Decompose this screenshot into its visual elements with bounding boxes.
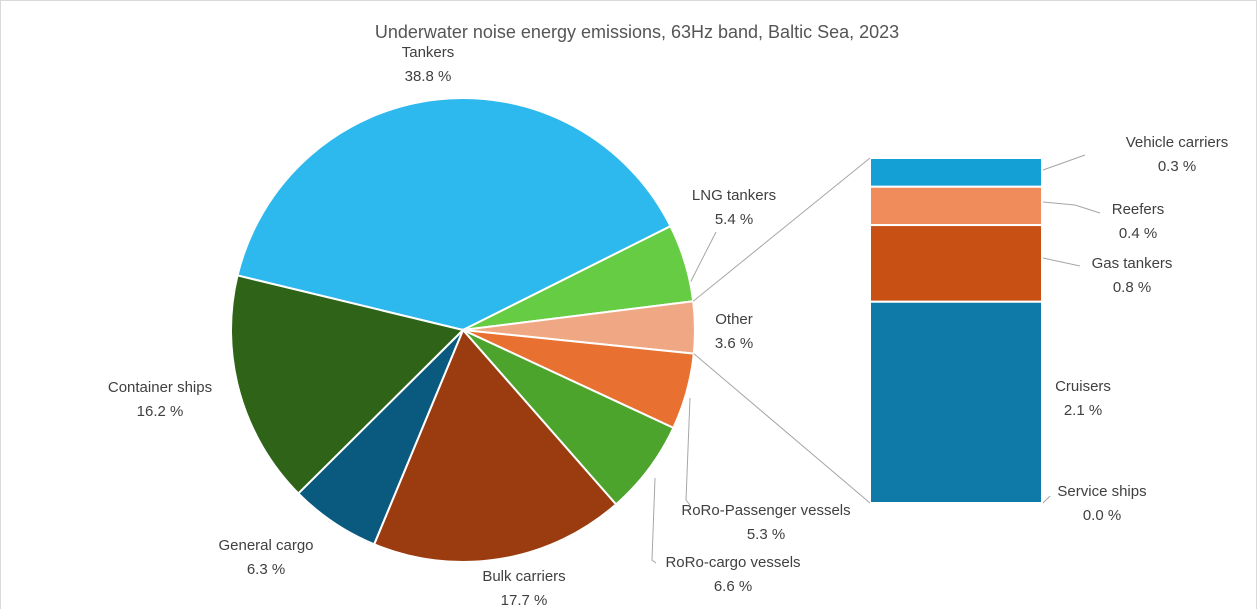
leader-line [1042, 257, 1081, 267]
breakdown-label: Reefers [1112, 201, 1165, 218]
breakdown-segment [869, 185, 1043, 227]
slice-value-label: 38.8 % [405, 68, 452, 85]
slice-label: General cargo [218, 537, 313, 554]
breakdown-value-label: 0.3 % [1158, 158, 1196, 175]
slice-value-label: 17.7 % [501, 592, 548, 609]
slice-label: Other [715, 311, 753, 328]
breakdown-segment [869, 502, 1043, 506]
breakdown-label: Service ships [1057, 483, 1146, 500]
leader-line [689, 231, 717, 284]
breakdown-label: Cruisers [1055, 378, 1111, 395]
slice-value-label: 6.3 % [247, 561, 285, 578]
breakdown-value-label: 2.1 % [1064, 402, 1102, 419]
leader-line [685, 397, 691, 506]
breakdown-segment [869, 224, 1043, 303]
breakdown-segment [869, 157, 1043, 188]
chart-title: Underwater noise energy emissions, 63Hz … [375, 22, 899, 42]
slice-label: LNG tankers [692, 187, 776, 204]
slice-value-label: 5.3 % [747, 526, 785, 543]
pie-slice [236, 97, 672, 332]
slice-value-label: 5.4 % [715, 211, 753, 228]
pie-slice [372, 328, 618, 563]
slice-label: Container ships [108, 379, 212, 396]
slice-label: Tankers [402, 44, 455, 61]
connector-line [693, 353, 871, 504]
slice-value-label: 16.2 % [137, 403, 184, 420]
leader-line [1042, 154, 1086, 171]
slice-label: RoRo-Passenger vessels [681, 502, 850, 519]
breakdown-label: Vehicle carriers [1126, 134, 1229, 151]
pie-slice [230, 274, 465, 495]
slice-value-label: 3.6 % [715, 335, 753, 352]
breakdown-segment [869, 300, 1043, 504]
slice-value-label: 6.6 % [714, 578, 752, 595]
slice-label: Bulk carriers [482, 568, 565, 585]
leader-line [1042, 201, 1101, 214]
breakdown-value-label: 0.0 % [1083, 507, 1121, 524]
breakdown-label: Gas tankers [1092, 255, 1173, 272]
breakdown-value-label: 0.4 % [1119, 225, 1157, 242]
slice-label: RoRo-cargo vessels [665, 554, 800, 571]
leader-line [1042, 495, 1051, 504]
breakdown-value-label: 0.8 % [1113, 279, 1151, 296]
connector-line [692, 157, 871, 302]
leader-line [651, 477, 657, 564]
